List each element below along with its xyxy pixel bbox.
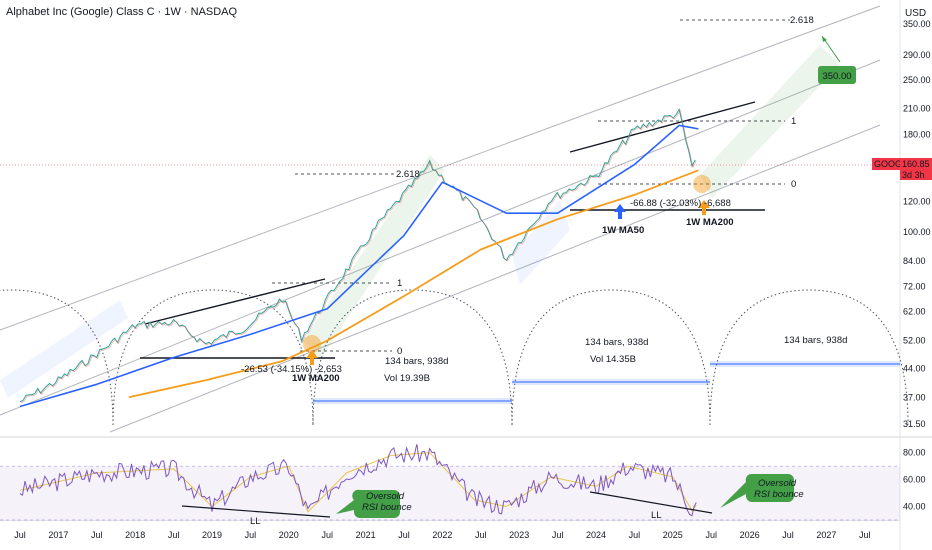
time-tick: Jul bbox=[398, 530, 410, 540]
drop-left-label: -26.53 (-34.15%) -2,653 bbox=[241, 364, 342, 375]
time-tick: 2023 bbox=[509, 530, 529, 540]
blue-band-2 bbox=[512, 200, 570, 285]
ma200-touch-right bbox=[693, 175, 711, 193]
cycle1-bars-label: 134 bars, 938d bbox=[385, 356, 448, 367]
price-tick: 72.00 bbox=[903, 282, 926, 292]
currency-label: USD bbox=[905, 8, 927, 19]
time-tick: 2025 bbox=[663, 530, 683, 540]
rsi-ll-line-right bbox=[589, 491, 713, 514]
price-tick: 290.00 bbox=[903, 50, 931, 60]
fib-1-right-label: 1 bbox=[791, 116, 796, 127]
channel-mid bbox=[0, 59, 881, 416]
ma50-line bbox=[19, 124, 699, 408]
time-tick: Jul bbox=[14, 530, 26, 540]
time-tick: 2026 bbox=[740, 530, 760, 540]
price-tick: 250.00 bbox=[903, 75, 931, 85]
channel-upper bbox=[0, 5, 881, 331]
price-tick: 84.00 bbox=[903, 256, 926, 266]
rsi-note-right-box bbox=[720, 473, 794, 508]
rsi-note-left-1: Oversold bbox=[366, 491, 405, 502]
rsi-note-right-1: Oversold bbox=[758, 478, 797, 489]
time-tick: Jul bbox=[859, 530, 871, 540]
cycle-arc-0 bbox=[0, 289, 114, 426]
time-tick: 2018 bbox=[125, 530, 145, 540]
price-tick: 100.00 bbox=[903, 227, 931, 237]
blue-band-1 bbox=[0, 300, 128, 398]
target-box bbox=[818, 66, 856, 84]
price-tick: 350.00 bbox=[903, 19, 931, 29]
ma200-left-label: 1W MA200 bbox=[292, 373, 340, 384]
time-tick: Jul bbox=[168, 530, 180, 540]
time-tick: 2024 bbox=[586, 530, 606, 540]
time-tick: Jul bbox=[782, 530, 794, 540]
current-countdown: 3d 3h bbox=[902, 170, 925, 180]
time-tick: Jul bbox=[321, 530, 333, 540]
cycle2-bars-label: 134 bars, 938d bbox=[585, 337, 648, 348]
time-tick: 2020 bbox=[279, 530, 299, 540]
price-tick: 180.00 bbox=[903, 129, 931, 139]
time-tick: 2027 bbox=[816, 530, 836, 540]
cycle1-vol-label: Vol 19.39B bbox=[384, 373, 430, 384]
fib-0-left-label: 0 bbox=[397, 346, 402, 357]
rsi-note-left-2: RSI bounce bbox=[362, 502, 412, 513]
time-tick: 2019 bbox=[202, 530, 222, 540]
fib-1-left-label: 1 bbox=[397, 278, 402, 289]
fib-2618-top-label: 2.618 bbox=[790, 15, 814, 26]
rsi-tick: 60.00 bbox=[903, 475, 926, 485]
price-tick: 62.00 bbox=[903, 306, 926, 316]
ma200-line bbox=[128, 169, 699, 399]
current-symbol-tag bbox=[872, 158, 900, 170]
trendline-top-right bbox=[569, 101, 756, 153]
cycle3-bars-label: 134 bars, 938d bbox=[784, 335, 847, 346]
channel-lower bbox=[109, 124, 881, 433]
rsi-ll-line-left bbox=[181, 505, 331, 518]
price-tick: 37.00 bbox=[903, 392, 926, 402]
time-tick: 2022 bbox=[432, 530, 452, 540]
price-tick: 52.00 bbox=[903, 336, 926, 346]
price-series-down bbox=[20, 109, 697, 403]
ma200-touch-left bbox=[303, 335, 321, 353]
arrow-ma200-right bbox=[698, 200, 710, 215]
projection-band-2 bbox=[700, 45, 840, 198]
price-tick: 210.00 bbox=[903, 104, 931, 114]
price-series bbox=[19, 108, 696, 403]
trendline-top-left bbox=[144, 278, 326, 325]
rsi-note-right-2: RSI bounce bbox=[754, 489, 804, 500]
arrow-ma50-right bbox=[614, 204, 626, 219]
rsi-ll-left: LL bbox=[250, 516, 261, 527]
time-tick: Jul bbox=[705, 530, 717, 540]
price-tick: 120.00 bbox=[903, 197, 931, 207]
projection-band-1 bbox=[303, 155, 445, 360]
chart-title: Alphabet Inc (Google) Class C · 1W · NAS… bbox=[6, 6, 238, 18]
price-tick: 31.50 bbox=[903, 419, 926, 429]
rsi-tick: 40.00 bbox=[903, 502, 926, 512]
time-tick: Jul bbox=[552, 530, 564, 540]
time-tick: Jul bbox=[475, 530, 487, 540]
ma200-right-label: 1W MA200 bbox=[686, 217, 734, 228]
time-tick: 2017 bbox=[48, 530, 68, 540]
target-label: 350.00 bbox=[822, 71, 851, 82]
arrow-ma200-left bbox=[306, 350, 318, 365]
cycle-arc-4 bbox=[709, 289, 909, 426]
fib-2618-mid-label: 2.618 bbox=[396, 169, 420, 180]
rsi-ll-right: LL bbox=[651, 510, 662, 521]
price-tick: 44.00 bbox=[903, 363, 926, 373]
current-price: 160.85 bbox=[902, 159, 930, 169]
time-tick: Jul bbox=[245, 530, 257, 540]
rsi-line bbox=[19, 444, 697, 517]
target-arrow-head bbox=[822, 36, 827, 42]
current-price-tag bbox=[900, 158, 932, 180]
rsi-tick: 80.00 bbox=[903, 448, 926, 458]
cycle2-vol-label: Vol 14.35B bbox=[590, 354, 636, 365]
ma50-right-label: 1W MA50 bbox=[602, 225, 644, 236]
time-tick: 2021 bbox=[356, 530, 376, 540]
time-tick: Jul bbox=[629, 530, 641, 540]
fib-0-right-label: 0 bbox=[791, 179, 796, 190]
current-symbol: GOOG bbox=[874, 159, 902, 169]
rsi-note-left-box bbox=[336, 489, 400, 518]
drop-right-label: -66.88 (-32.03%) -6,688 bbox=[630, 198, 731, 209]
time-tick: Jul bbox=[91, 530, 103, 540]
